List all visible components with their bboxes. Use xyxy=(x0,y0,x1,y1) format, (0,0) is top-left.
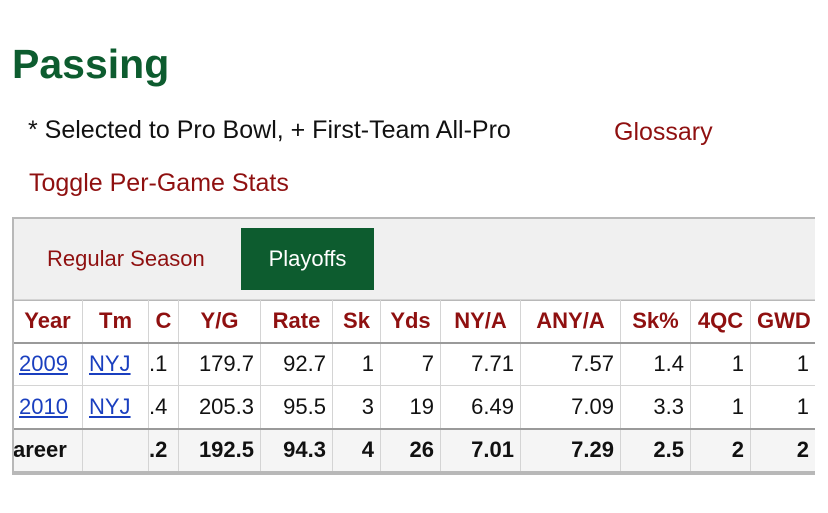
4qc-cell: 2 xyxy=(690,427,751,473)
yds-cell: 19 xyxy=(380,385,441,429)
yg-cell: 179.7 xyxy=(178,342,261,386)
gwd-cell: 2 xyxy=(750,427,815,473)
c-cell: .4 xyxy=(148,385,179,429)
4qc-cell: 1 xyxy=(690,342,751,386)
toggle-per-game-link[interactable]: Toggle Per-Game Stats xyxy=(29,169,289,197)
anya-cell: 7.57 xyxy=(520,342,621,386)
tab-regular-season[interactable]: Regular Season xyxy=(47,246,205,271)
nya-cell: 7.01 xyxy=(440,427,521,473)
passing-table-container: Regular Season Playoffs Year Tm C Y/G Ra… xyxy=(12,217,815,475)
sk-pct-cell: 3.3 xyxy=(620,385,691,429)
yds-cell: 26 xyxy=(380,427,441,473)
col-header-any-a[interactable]: ANY/A xyxy=(520,299,621,344)
sk-pct-cell: 1.4 xyxy=(620,342,691,386)
col-header-4qc[interactable]: 4QC xyxy=(690,299,751,344)
tab-playoffs[interactable]: Playoffs xyxy=(241,228,374,290)
season-tabs: Regular Season Playoffs xyxy=(14,219,815,301)
team-cell xyxy=(82,427,149,473)
team-link[interactable]: NYJ xyxy=(89,351,131,377)
sk-cell: 3 xyxy=(332,385,381,429)
gwd-cell: 1 xyxy=(750,385,815,429)
col-header-team[interactable]: Tm xyxy=(82,299,149,344)
sk-cell: 1 xyxy=(332,342,381,386)
col-header-c[interactable]: C xyxy=(148,299,179,344)
career-total-row: areer .2 192.5 94.3 4 26 7.01 7.29 2.5 2… xyxy=(14,427,815,473)
col-header-ny-a[interactable]: NY/A xyxy=(440,299,521,344)
nya-cell: 6.49 xyxy=(440,385,521,429)
yds-cell: 7 xyxy=(380,342,441,386)
yg-cell: 205.3 xyxy=(178,385,261,429)
glossary-link[interactable]: Glossary xyxy=(614,118,713,146)
year-cell: 2009 xyxy=(14,342,83,386)
col-header-sack-yards[interactable]: Yds xyxy=(380,299,441,344)
col-header-gwd[interactable]: GWD xyxy=(750,299,815,344)
passing-stats-table: Year Tm C Y/G Rate Sk Yds NY/A ANY/A Sk%… xyxy=(14,299,815,473)
anya-cell: 7.29 xyxy=(520,427,621,473)
table-header-row: Year Tm C Y/G Rate Sk Yds NY/A ANY/A Sk%… xyxy=(14,299,815,344)
col-header-sack-pct[interactable]: Sk% xyxy=(620,299,691,344)
table-row: 2009 NYJ .1 179.7 92.7 1 7 7.71 7.57 1.4… xyxy=(14,342,815,386)
team-cell: NYJ xyxy=(82,385,149,429)
table-row: 2010 NYJ .4 205.3 95.5 3 19 6.49 7.09 3.… xyxy=(14,385,815,429)
year-link[interactable]: 2010 xyxy=(19,393,68,419)
year-link[interactable]: 2009 xyxy=(19,351,68,377)
col-header-sacks[interactable]: Sk xyxy=(332,299,381,344)
rate-cell: 94.3 xyxy=(260,427,333,473)
c-cell: .2 xyxy=(148,427,179,473)
rate-cell: 95.5 xyxy=(260,385,333,429)
section-title: Passing xyxy=(12,41,170,87)
team-link[interactable]: NYJ xyxy=(89,393,131,419)
rate-cell: 92.7 xyxy=(260,342,333,386)
honors-note: * Selected to Pro Bowl, + First-Team All… xyxy=(28,116,511,144)
col-header-rate[interactable]: Rate xyxy=(260,299,333,344)
col-header-yards-per-game[interactable]: Y/G xyxy=(178,299,261,344)
sk-cell: 4 xyxy=(332,427,381,473)
4qc-cell: 1 xyxy=(690,385,751,429)
gwd-cell: 1 xyxy=(750,342,815,386)
col-header-year[interactable]: Year xyxy=(14,299,83,344)
career-label: areer xyxy=(14,427,83,473)
anya-cell: 7.09 xyxy=(520,385,621,429)
year-cell: 2010 xyxy=(14,385,83,429)
team-cell: NYJ xyxy=(82,342,149,386)
sk-pct-cell: 2.5 xyxy=(620,427,691,473)
yg-cell: 192.5 xyxy=(178,427,261,473)
nya-cell: 7.71 xyxy=(440,342,521,386)
c-cell: .1 xyxy=(148,342,179,386)
